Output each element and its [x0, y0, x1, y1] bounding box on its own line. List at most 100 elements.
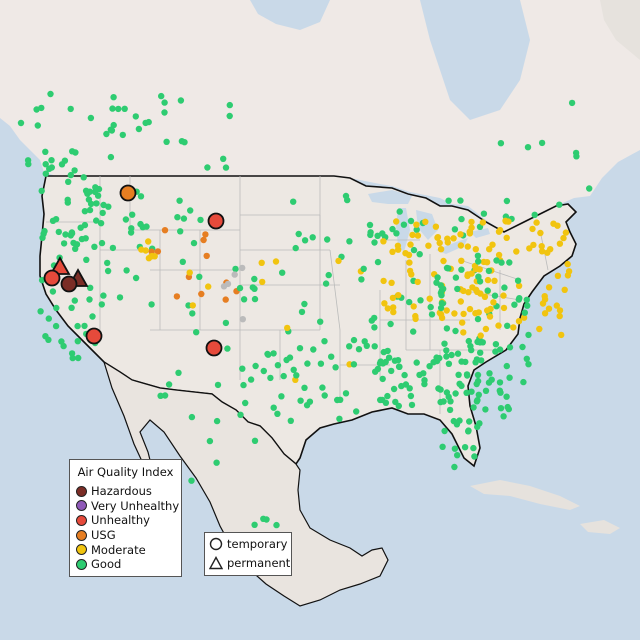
station-dot: [132, 274, 140, 282]
station-dot: [283, 356, 290, 364]
station-dot: [468, 388, 475, 395]
station-dot: [474, 423, 481, 431]
station-dot: [123, 267, 130, 274]
station-dot: [72, 245, 79, 252]
station-dot: [486, 313, 494, 320]
station-dot: [460, 310, 467, 318]
station-dot: [104, 259, 111, 267]
station-dot: [495, 251, 503, 259]
station-dot: [452, 327, 459, 335]
station-dot: [464, 272, 471, 280]
station-dot: [363, 342, 370, 349]
lake-huron: [416, 210, 438, 240]
station-dot: [220, 155, 227, 162]
hazardous-swatch-icon: [76, 485, 87, 497]
station-dot: [374, 258, 382, 266]
station-dot: [301, 300, 308, 308]
station-dot: [239, 264, 246, 272]
station-dot: [541, 296, 549, 303]
station-dot: [503, 197, 511, 205]
station-dot: [558, 331, 565, 339]
highlight-marker: [207, 212, 225, 230]
station-dot: [148, 301, 155, 308]
station-dot: [394, 357, 402, 364]
station-dot: [371, 324, 378, 331]
station-dot: [388, 279, 395, 286]
station-dot: [284, 324, 291, 332]
station-dot: [322, 280, 330, 287]
station-dot: [529, 225, 536, 233]
station-dot: [205, 283, 212, 290]
station-dot: [190, 239, 198, 247]
station-dot: [80, 174, 87, 181]
hudson-bay: [420, 0, 530, 120]
station-dot: [107, 153, 115, 161]
station-dot: [458, 358, 465, 365]
station-dot: [538, 243, 545, 250]
station-dot: [448, 351, 455, 359]
station-dot: [474, 315, 482, 323]
station-dot: [132, 113, 139, 120]
station-dot: [538, 139, 546, 147]
legend-label: Hazardous: [91, 484, 152, 499]
station-dot: [422, 218, 429, 225]
station-dot: [301, 237, 309, 244]
station-dot: [492, 348, 499, 355]
station-dot: [561, 286, 568, 293]
station-dot: [479, 219, 487, 226]
station-layer: [17, 90, 593, 529]
station-dot: [414, 232, 422, 239]
station-dot: [287, 417, 294, 424]
station-dot: [466, 305, 474, 313]
station-dot: [545, 284, 553, 291]
station-dot: [484, 287, 491, 294]
legend-label: USG: [91, 528, 116, 543]
station-dot: [441, 427, 448, 435]
station-dot: [496, 387, 503, 394]
station-dot: [486, 246, 493, 253]
station-dot: [258, 259, 265, 266]
station-dot: [274, 410, 281, 417]
station-dot: [426, 363, 433, 370]
station-dot: [568, 99, 576, 107]
station-dot: [389, 225, 396, 233]
station-dot: [68, 229, 76, 236]
station-dot: [86, 188, 94, 195]
station-dot: [103, 130, 110, 138]
station-dot: [465, 289, 472, 296]
station-dot: [475, 273, 482, 280]
station-dot: [301, 384, 308, 391]
lake-ontario: [470, 228, 490, 238]
station-dot: [353, 408, 360, 415]
station-dot: [98, 239, 106, 247]
highlight-marker: [119, 184, 137, 202]
station-dot: [472, 246, 479, 253]
station-dot: [454, 350, 462, 357]
station-dot: [485, 267, 493, 275]
station-dot: [451, 310, 458, 317]
station-dot: [47, 90, 54, 98]
station-dot: [325, 271, 332, 279]
station-dot: [538, 248, 546, 255]
station-dot: [437, 304, 445, 312]
station-dot: [556, 201, 563, 208]
station-dot: [86, 296, 93, 303]
station-dot: [443, 307, 450, 314]
station-dot: [274, 362, 282, 369]
station-dot: [457, 231, 464, 238]
station-dot: [381, 300, 388, 307]
station-dot: [400, 221, 408, 228]
station-dot: [468, 346, 475, 354]
station-dot: [213, 459, 220, 466]
station-dot: [189, 310, 196, 317]
station-dot: [226, 112, 233, 120]
station-dot: [497, 140, 505, 147]
station-dot: [457, 242, 465, 249]
station-dot: [474, 371, 482, 379]
station-dot: [48, 157, 55, 164]
station-dot: [116, 294, 124, 301]
station-dot: [493, 257, 500, 264]
station-dot: [97, 220, 105, 227]
station-dot: [402, 250, 409, 257]
station-dot: [450, 235, 457, 242]
